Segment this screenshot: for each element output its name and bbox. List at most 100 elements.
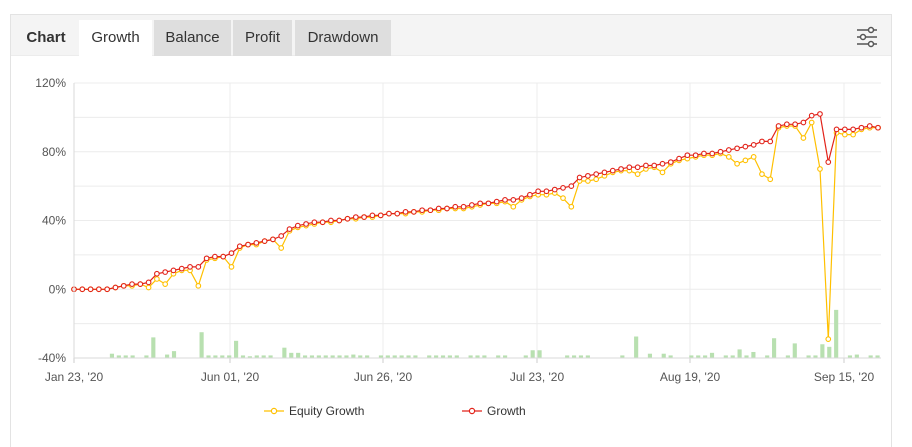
growth-point (87, 286, 94, 293)
tab-growth[interactable]: Growth (79, 20, 152, 56)
volume-bar (468, 355, 473, 358)
volume-bar (765, 355, 770, 358)
growth-point (560, 184, 566, 191)
volume-bar (227, 355, 232, 358)
equity-growth-point (593, 176, 600, 183)
growth-point (634, 164, 641, 171)
volume-bar (171, 351, 177, 358)
growth-point (195, 264, 202, 270)
growth-chart-panel: Chart Growth Balance Profit Drawdown (10, 14, 892, 447)
growth-point (792, 121, 798, 128)
growth-point (419, 207, 425, 214)
volume-bar (820, 344, 825, 358)
volume-bar (385, 355, 390, 358)
volume-bar (323, 355, 328, 358)
y-tick-label: -40% (38, 351, 66, 365)
volume-bar (358, 355, 363, 358)
growth-point (427, 207, 434, 214)
equity-growth-point (850, 131, 856, 138)
equity-growth-point (195, 282, 202, 289)
volume-bar (378, 355, 384, 358)
volume-bar (365, 355, 370, 358)
volume-bar (440, 355, 446, 358)
growth-point (469, 202, 475, 208)
growth-point (858, 124, 865, 131)
legend-item-growth[interactable]: Growth (462, 404, 526, 418)
growth-point (850, 126, 856, 133)
growth-point (568, 183, 575, 189)
volume-bar (689, 355, 694, 358)
growth-point (361, 214, 367, 220)
growth-point (460, 203, 467, 210)
equity-growth-point (154, 276, 160, 282)
growth-point (369, 212, 376, 219)
volume-bar (427, 355, 432, 358)
growth-point (245, 241, 251, 248)
growth-point (261, 238, 268, 244)
volume-bar (254, 355, 259, 358)
equity-growth-point (808, 119, 815, 126)
tab-balance[interactable]: Balance (154, 20, 231, 56)
growth-point (676, 155, 682, 162)
growth-point (344, 215, 351, 222)
equity-growth-point (560, 195, 566, 202)
growth-point (626, 164, 633, 171)
volume-bar (130, 355, 135, 358)
growth-point (585, 172, 591, 179)
equity-growth-point (767, 176, 774, 183)
tab-drawdown[interactable]: Drawdown (295, 20, 391, 56)
growth-point (775, 123, 782, 129)
equity-growth-point (841, 131, 848, 138)
growth-point (651, 162, 658, 169)
legend-label-equity-growth: Equity Growth (289, 404, 364, 418)
volume-bar (296, 352, 301, 358)
growth-point (79, 286, 86, 293)
growth-point (154, 270, 160, 277)
growth-point (875, 124, 881, 131)
growth-line (74, 113, 879, 290)
growth-point (684, 152, 691, 159)
growth-point (129, 281, 135, 287)
legend-marker-growth (468, 407, 476, 415)
volume-bar (785, 355, 790, 358)
volume-bar (744, 355, 749, 358)
volume-bar (854, 354, 859, 358)
volume-bar (392, 355, 397, 358)
sliders-icon[interactable] (853, 23, 881, 51)
volume-bar (585, 355, 590, 358)
growth-point (270, 236, 276, 243)
volume-bar (578, 355, 584, 358)
growth-point (485, 200, 492, 207)
growth-point (734, 145, 740, 152)
growth-point (477, 200, 483, 207)
legend-item-equity-growth[interactable]: Equity Growth (264, 404, 364, 418)
growth-point (609, 167, 616, 174)
volume-bar (875, 355, 880, 358)
growth-point (551, 186, 558, 193)
growth-point (294, 222, 301, 229)
equity-growth-point (510, 203, 517, 210)
growth-point (319, 219, 326, 226)
volume-bar (199, 332, 204, 358)
volume-bar (109, 353, 115, 358)
volume-bar (247, 356, 252, 358)
growth-point (137, 281, 144, 287)
equity-growth-point (634, 171, 641, 177)
growth-point (336, 217, 343, 224)
growth-point (725, 147, 732, 153)
equity-growth-point (585, 178, 591, 184)
volume-bar (447, 355, 452, 358)
volume-bar (772, 338, 777, 358)
growth-point (841, 126, 848, 133)
series-lines (71, 111, 881, 342)
volume-bar (703, 355, 708, 358)
growth-point (435, 205, 442, 212)
growth-point (543, 188, 550, 195)
volume-bar (151, 337, 156, 358)
volume-bar (240, 355, 246, 358)
growth-point (502, 197, 508, 203)
growth-point (742, 143, 749, 150)
volume-bar (344, 355, 349, 358)
tab-profit[interactable]: Profit (233, 20, 292, 56)
volume-bar (834, 309, 839, 358)
